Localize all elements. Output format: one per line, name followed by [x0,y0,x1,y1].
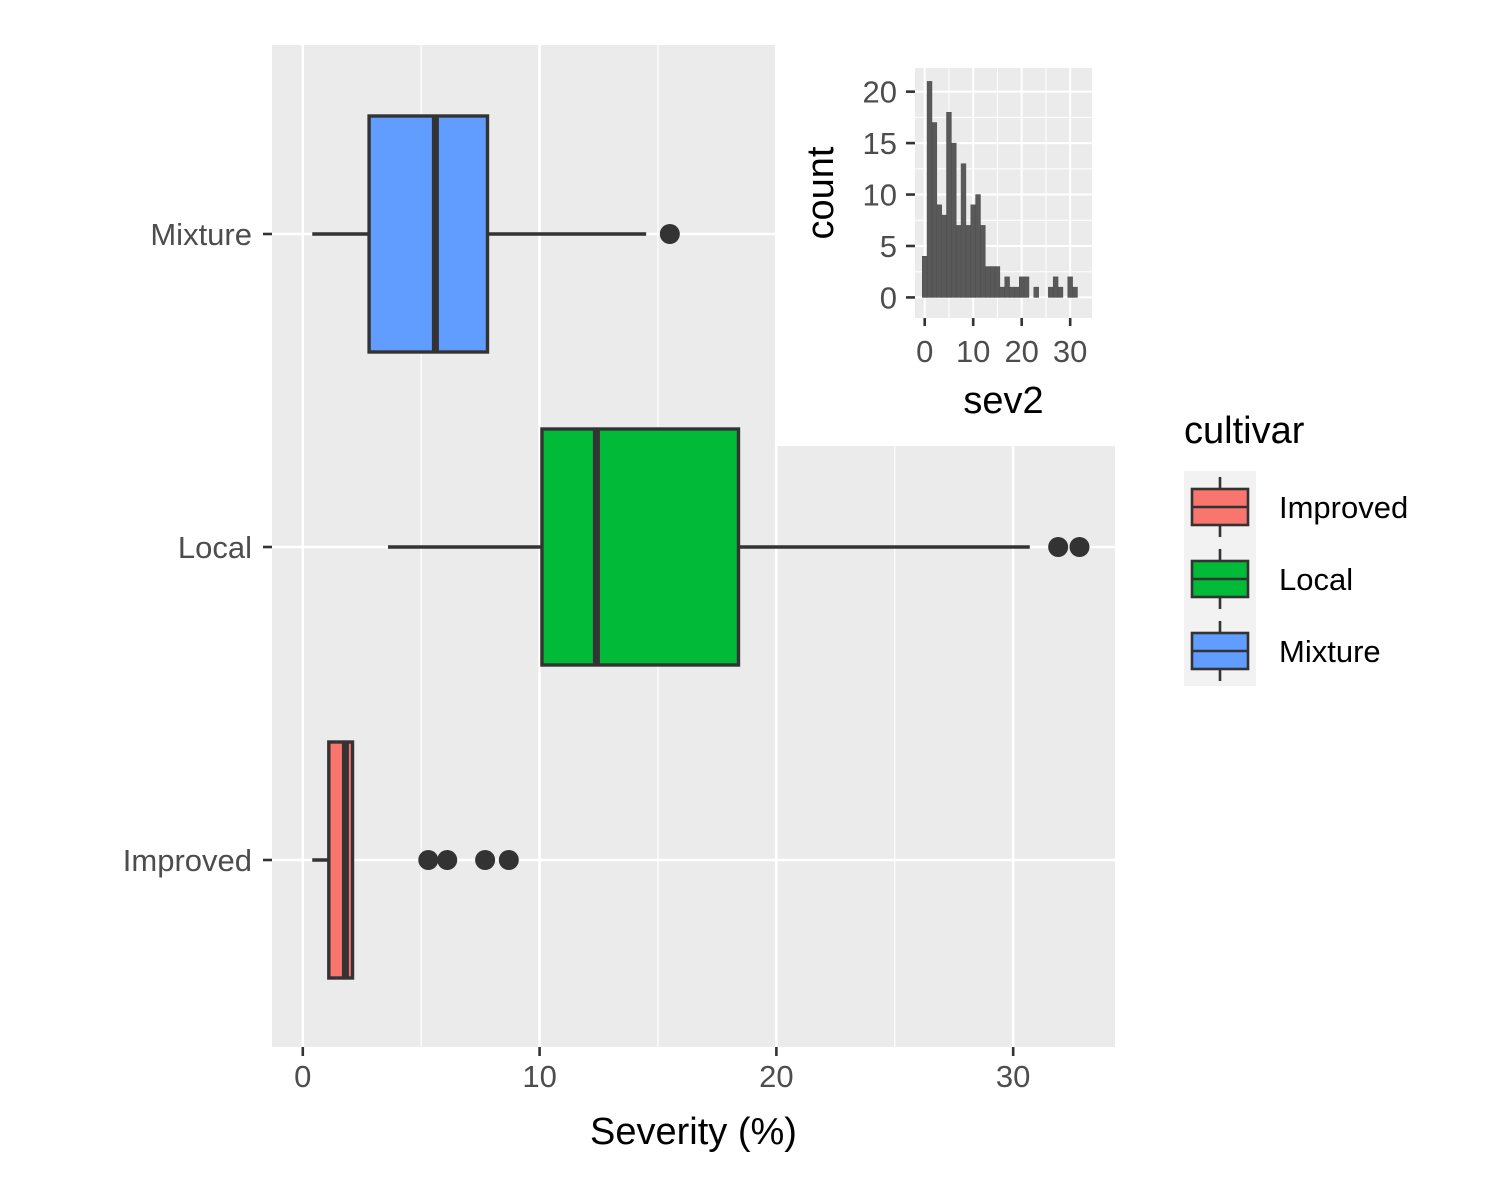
histogram-bar [1057,286,1064,298]
histogram-bar [926,81,933,298]
histogram-bar [989,266,996,298]
histogram-bar [936,204,942,298]
outlier-point [437,850,458,870]
outlier-point [659,224,680,244]
x-tick-label: 20 [759,1059,793,1094]
histogram-x-axis-title: sev2 [963,380,1043,422]
legend-item-mixture: Mixture [1190,621,1381,681]
legend-item-improved: Improved [1190,477,1408,537]
y-tick-label: Improved [123,843,252,878]
box-local [388,427,1090,667]
histogram-bar [994,266,1001,298]
histogram-bar [1023,276,1030,298]
box-body [327,740,355,980]
y-tick-label: Local [178,530,252,565]
histogram-bar [1033,286,1039,298]
histogram-bar [951,142,957,298]
histogram-bar [1014,286,1020,298]
legend-label: Mixture [1279,634,1381,669]
histogram-bar [965,225,972,298]
histogram-bar [931,122,938,298]
histogram-y-axis: 0 5 10 15 20 [863,75,915,315]
histogram-bar [975,194,981,298]
y-tick-label: 5 [880,229,897,264]
box-improved [312,740,519,980]
legend-title: cultivar [1184,410,1305,452]
histogram-bar [941,214,947,298]
histogram-bar [985,266,991,298]
histogram-bar [1067,276,1073,298]
boxplot-x-axis-title: Severity (%) [590,1111,797,1153]
y-tick-label: 0 [880,280,897,315]
outlier-point [498,850,519,870]
legend-item-local: Local [1190,549,1353,609]
y-tick-label: 10 [863,178,897,213]
histogram-bars [922,81,1078,298]
histogram-inset: 0 10 20 30 0 5 10 15 20 sev2 count [775,40,1130,446]
histogram-bar [1009,286,1015,298]
legend-label: Local [1279,562,1353,597]
outlier-point [1048,537,1069,557]
histogram-bar [922,256,928,298]
x-tick-label: 10 [522,1059,556,1094]
histogram-bar [980,225,986,298]
boxplot-boxes [312,114,1090,980]
outlier-point [475,850,496,870]
histogram-bar [1048,286,1054,298]
histogram-y-axis-title: count [800,146,842,239]
x-tick-label: 10 [956,334,990,369]
histogram-bar [1004,276,1010,298]
boxplot-y-axis: Mixture Local Improved [123,217,272,878]
histogram-x-axis: 0 10 20 30 [916,318,1087,369]
histogram-bar [1052,276,1059,298]
box-body [367,114,490,354]
histogram-bar [970,204,976,298]
y-tick-label: 20 [863,75,897,110]
x-tick-label: 0 [294,1059,311,1094]
x-tick-label: 30 [996,1059,1030,1094]
histogram-bar [946,111,952,298]
outlier-point [418,850,439,870]
x-tick-label: 20 [1004,334,1038,369]
histogram-bar [955,225,962,298]
legend-label: Improved [1279,490,1408,525]
box-body [540,427,741,667]
y-tick-label: Mixture [150,217,252,252]
outlier-point [1069,537,1090,557]
histogram-bar [1019,276,1025,298]
x-tick-label: 0 [916,334,933,369]
legend-items: Improved Local Mixture [1184,471,1408,686]
legend: cultivar Improved Local Mixture [1184,410,1408,686]
x-tick-label: 30 [1053,334,1087,369]
box-mixture [312,114,680,354]
y-tick-label: 15 [863,126,897,161]
histogram-bar [960,163,967,298]
histogram-bar [999,286,1005,298]
boxplot-x-axis: 0 10 20 30 [294,1047,1030,1094]
histogram-bar [1072,286,1078,298]
